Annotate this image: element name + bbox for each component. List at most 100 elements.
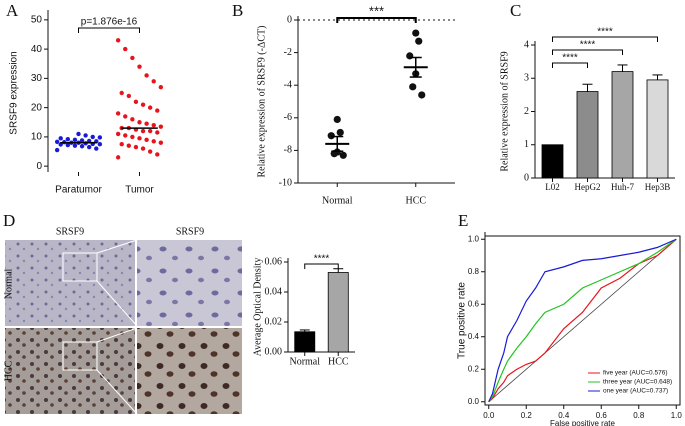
data-point bbox=[79, 138, 85, 143]
data-point bbox=[151, 122, 156, 128]
x-tick-label: Huh-7 bbox=[611, 182, 634, 192]
y-tick-label: -10 bbox=[279, 177, 292, 188]
bar bbox=[576, 91, 599, 179]
y-tick-label: 1 bbox=[524, 139, 529, 150]
data-point bbox=[418, 91, 426, 99]
data-point bbox=[72, 143, 78, 148]
significance-bracket bbox=[552, 36, 658, 42]
y-tick-label: 0.0 bbox=[468, 397, 480, 406]
data-point bbox=[144, 73, 149, 78]
data-point bbox=[54, 139, 60, 145]
panel-letter: B bbox=[232, 1, 243, 20]
y-tick-label: 1.0 bbox=[468, 234, 480, 243]
data-point bbox=[158, 124, 164, 129]
legend-label: three year (AUC=0.648) bbox=[603, 379, 672, 386]
bar bbox=[541, 144, 564, 179]
bar bbox=[327, 272, 349, 353]
significance-label: **** bbox=[314, 254, 330, 265]
data-point bbox=[115, 38, 121, 43]
x-tick-label: HepG2 bbox=[575, 182, 601, 192]
data-point bbox=[123, 46, 128, 52]
x-axis-label: False positive rate bbox=[550, 419, 615, 426]
data-point bbox=[65, 137, 71, 142]
data-point bbox=[126, 93, 132, 99]
y-tick-label: 30 bbox=[31, 73, 43, 84]
significance-bracket bbox=[552, 62, 588, 68]
x-tick-label: 0.0 bbox=[483, 411, 495, 420]
y-axis-label: Relative expression of SRSF9 bbox=[499, 51, 510, 171]
panel-letter: C bbox=[510, 1, 521, 20]
data-point bbox=[72, 137, 78, 143]
bar bbox=[294, 331, 316, 353]
x-tick-label: Tumor bbox=[125, 185, 154, 196]
data-point bbox=[76, 131, 81, 137]
y-tick-label: 0.02 bbox=[265, 316, 283, 327]
x-tick-label: Normal bbox=[322, 195, 353, 206]
x-tick-label: Hep3B bbox=[645, 182, 671, 192]
data-point bbox=[151, 79, 156, 84]
image-column-title: SRSF9 bbox=[56, 226, 84, 237]
x-tick-label: Paratumor bbox=[55, 185, 102, 196]
data-point bbox=[94, 146, 99, 151]
data-point bbox=[415, 37, 423, 45]
y-tick-label: 0 bbox=[524, 172, 529, 183]
data-point bbox=[83, 133, 88, 138]
data-point bbox=[97, 142, 103, 147]
x-tick-label: Normal bbox=[289, 356, 320, 367]
zoom-line bbox=[96, 239, 138, 254]
zoom-box bbox=[62, 252, 98, 282]
data-point bbox=[147, 105, 153, 110]
x-tick-label: 0.6 bbox=[596, 411, 608, 420]
ihc-images: SRSF9 SRSF9 Normal HCC bbox=[3, 226, 242, 415]
y-tick-label: 0.2 bbox=[468, 364, 480, 373]
roc-line bbox=[488, 238, 677, 403]
diagonal bbox=[488, 238, 677, 403]
data-point bbox=[130, 134, 135, 140]
x-tick-label: L02 bbox=[545, 182, 560, 192]
data-point bbox=[158, 84, 164, 90]
panel-letter: D bbox=[3, 211, 15, 230]
data-point bbox=[79, 144, 85, 149]
y-tick-label: 50 bbox=[31, 14, 43, 25]
data-point bbox=[123, 114, 128, 119]
data-point bbox=[406, 52, 414, 60]
y-tick-label: -8 bbox=[284, 145, 292, 156]
legend-label: one year (AUC=0.737) bbox=[603, 388, 668, 395]
bar bbox=[611, 71, 634, 179]
y-axis-label: True positive rate bbox=[457, 282, 468, 359]
y-tick-label: 3 bbox=[524, 73, 529, 84]
panel-letter: E bbox=[458, 211, 468, 230]
ihc-normal bbox=[5, 240, 135, 326]
data-point bbox=[144, 137, 149, 143]
x-tick-label: HCC bbox=[328, 356, 349, 367]
data-point bbox=[133, 99, 139, 104]
x-tick-label: 0.8 bbox=[633, 411, 645, 420]
data-point bbox=[140, 102, 146, 107]
y-tick-label: 20 bbox=[31, 102, 43, 113]
y-tick-label: 4 bbox=[524, 39, 529, 50]
significance-label: **** bbox=[597, 27, 613, 38]
data-point bbox=[137, 120, 142, 125]
data-point bbox=[155, 108, 160, 113]
y-axis-label: Relative expression of SRSF9 (-ΔCT) bbox=[256, 26, 267, 178]
y-tick-label: 0.4 bbox=[468, 332, 480, 341]
bar bbox=[646, 79, 669, 179]
data-point bbox=[130, 55, 135, 61]
data-point bbox=[115, 155, 121, 160]
significance-bracket bbox=[552, 49, 623, 55]
y-tick-label: 0.06 bbox=[265, 256, 283, 267]
y-axis-label: Average Optical Density bbox=[252, 258, 263, 357]
image-row-label: Normal bbox=[3, 269, 14, 300]
data-point bbox=[140, 128, 146, 134]
data-point bbox=[126, 143, 132, 148]
data-point bbox=[137, 136, 142, 141]
data-point bbox=[147, 149, 153, 154]
data-point bbox=[140, 146, 146, 151]
zoom-line bbox=[96, 369, 138, 415]
data-point bbox=[133, 144, 139, 150]
roc-line bbox=[488, 238, 677, 403]
data-point bbox=[333, 115, 341, 124]
roc-line bbox=[488, 238, 677, 403]
data-point bbox=[65, 142, 71, 148]
data-point bbox=[97, 135, 103, 140]
